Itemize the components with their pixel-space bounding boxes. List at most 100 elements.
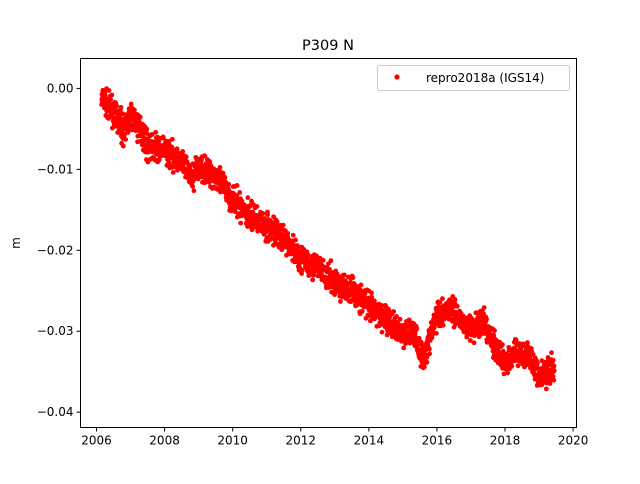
x-tick-label: 2008 bbox=[149, 434, 180, 448]
data-point bbox=[433, 330, 439, 336]
data-point bbox=[226, 181, 232, 187]
x-tick-label: 2016 bbox=[422, 434, 453, 448]
data-points bbox=[99, 86, 557, 392]
data-point bbox=[518, 346, 524, 351]
data-point bbox=[416, 335, 422, 341]
legend: repro2018a (IGS14) bbox=[377, 65, 570, 91]
data-point bbox=[379, 302, 385, 308]
data-point bbox=[149, 132, 155, 137]
data-point bbox=[245, 195, 251, 201]
data-point bbox=[114, 103, 119, 109]
data-point bbox=[260, 211, 266, 216]
legend-label: repro2018a (IGS14) bbox=[426, 71, 544, 85]
data-point bbox=[551, 363, 557, 369]
data-point bbox=[535, 360, 540, 366]
data-point bbox=[366, 304, 372, 310]
data-point bbox=[509, 363, 515, 369]
data-point bbox=[383, 316, 389, 322]
data-point bbox=[120, 143, 126, 149]
legend-marker bbox=[394, 74, 400, 80]
data-point bbox=[268, 235, 274, 241]
data-point bbox=[499, 342, 505, 347]
data-point bbox=[206, 179, 212, 185]
data-point bbox=[217, 164, 223, 170]
data-point bbox=[349, 288, 355, 294]
data-point bbox=[539, 382, 545, 388]
data-point bbox=[281, 235, 287, 241]
y-tick-label: −0.02 bbox=[37, 243, 74, 257]
data-point bbox=[414, 326, 420, 331]
data-point bbox=[525, 340, 530, 345]
data-point bbox=[299, 267, 305, 273]
data-point bbox=[311, 272, 317, 278]
y-axis: 0.00 −0.01 −0.02 −0.03 −0.04 bbox=[37, 81, 81, 419]
data-point bbox=[386, 308, 392, 314]
data-point bbox=[132, 107, 137, 113]
data-point bbox=[191, 188, 197, 194]
y-tick-label: −0.04 bbox=[37, 405, 74, 419]
y-tick-label: −0.03 bbox=[37, 324, 74, 338]
plot-frame bbox=[80, 58, 577, 428]
data-point bbox=[238, 220, 244, 226]
data-point bbox=[407, 340, 413, 346]
data-point bbox=[123, 136, 129, 142]
data-point bbox=[128, 114, 133, 120]
data-point bbox=[166, 159, 172, 165]
data-point bbox=[350, 275, 356, 281]
data-point bbox=[290, 232, 296, 238]
data-point bbox=[234, 193, 240, 199]
chart-title: P309 N bbox=[302, 38, 354, 54]
data-point bbox=[254, 204, 260, 209]
data-point bbox=[461, 320, 467, 326]
data-point bbox=[249, 198, 254, 204]
data-point bbox=[310, 277, 316, 283]
data-point bbox=[215, 185, 220, 190]
data-point bbox=[410, 327, 416, 332]
x-axis: 2006 2008 2010 2012 2014 2016 2018 2020 bbox=[81, 427, 589, 448]
data-point bbox=[111, 110, 116, 116]
data-point bbox=[341, 272, 347, 278]
data-point bbox=[484, 316, 489, 322]
data-point bbox=[237, 190, 243, 195]
data-point bbox=[213, 172, 219, 178]
x-tick-label: 2020 bbox=[558, 434, 589, 448]
data-point bbox=[230, 197, 236, 203]
data-point bbox=[234, 183, 240, 188]
data-point bbox=[550, 373, 556, 379]
data-point bbox=[515, 363, 521, 369]
data-point bbox=[169, 136, 175, 142]
data-point bbox=[100, 98, 106, 103]
data-point bbox=[550, 357, 556, 363]
data-point bbox=[547, 381, 553, 386]
data-point bbox=[118, 104, 124, 110]
data-point bbox=[379, 329, 385, 335]
data-point bbox=[478, 318, 484, 324]
data-point bbox=[412, 331, 418, 337]
data-point bbox=[452, 297, 458, 302]
data-point bbox=[106, 88, 112, 93]
data-point bbox=[162, 148, 167, 154]
data-point bbox=[500, 348, 506, 354]
data-point bbox=[104, 97, 110, 102]
x-tick-label: 2014 bbox=[354, 434, 385, 448]
data-point bbox=[305, 252, 311, 258]
data-point bbox=[488, 336, 494, 342]
data-point bbox=[424, 359, 430, 365]
data-point bbox=[437, 299, 443, 305]
data-point bbox=[536, 373, 542, 379]
data-point bbox=[391, 309, 397, 314]
data-point bbox=[481, 305, 487, 311]
data-point bbox=[145, 142, 150, 148]
x-tick-label: 2010 bbox=[217, 434, 248, 448]
data-point bbox=[332, 280, 338, 286]
data-point bbox=[174, 147, 180, 153]
x-tick-label: 2012 bbox=[285, 434, 316, 448]
data-point bbox=[397, 316, 403, 322]
data-point bbox=[434, 312, 440, 318]
data-point bbox=[467, 338, 473, 343]
data-point bbox=[170, 170, 176, 175]
data-point bbox=[274, 219, 280, 225]
data-point bbox=[502, 361, 508, 366]
data-point bbox=[190, 184, 196, 189]
